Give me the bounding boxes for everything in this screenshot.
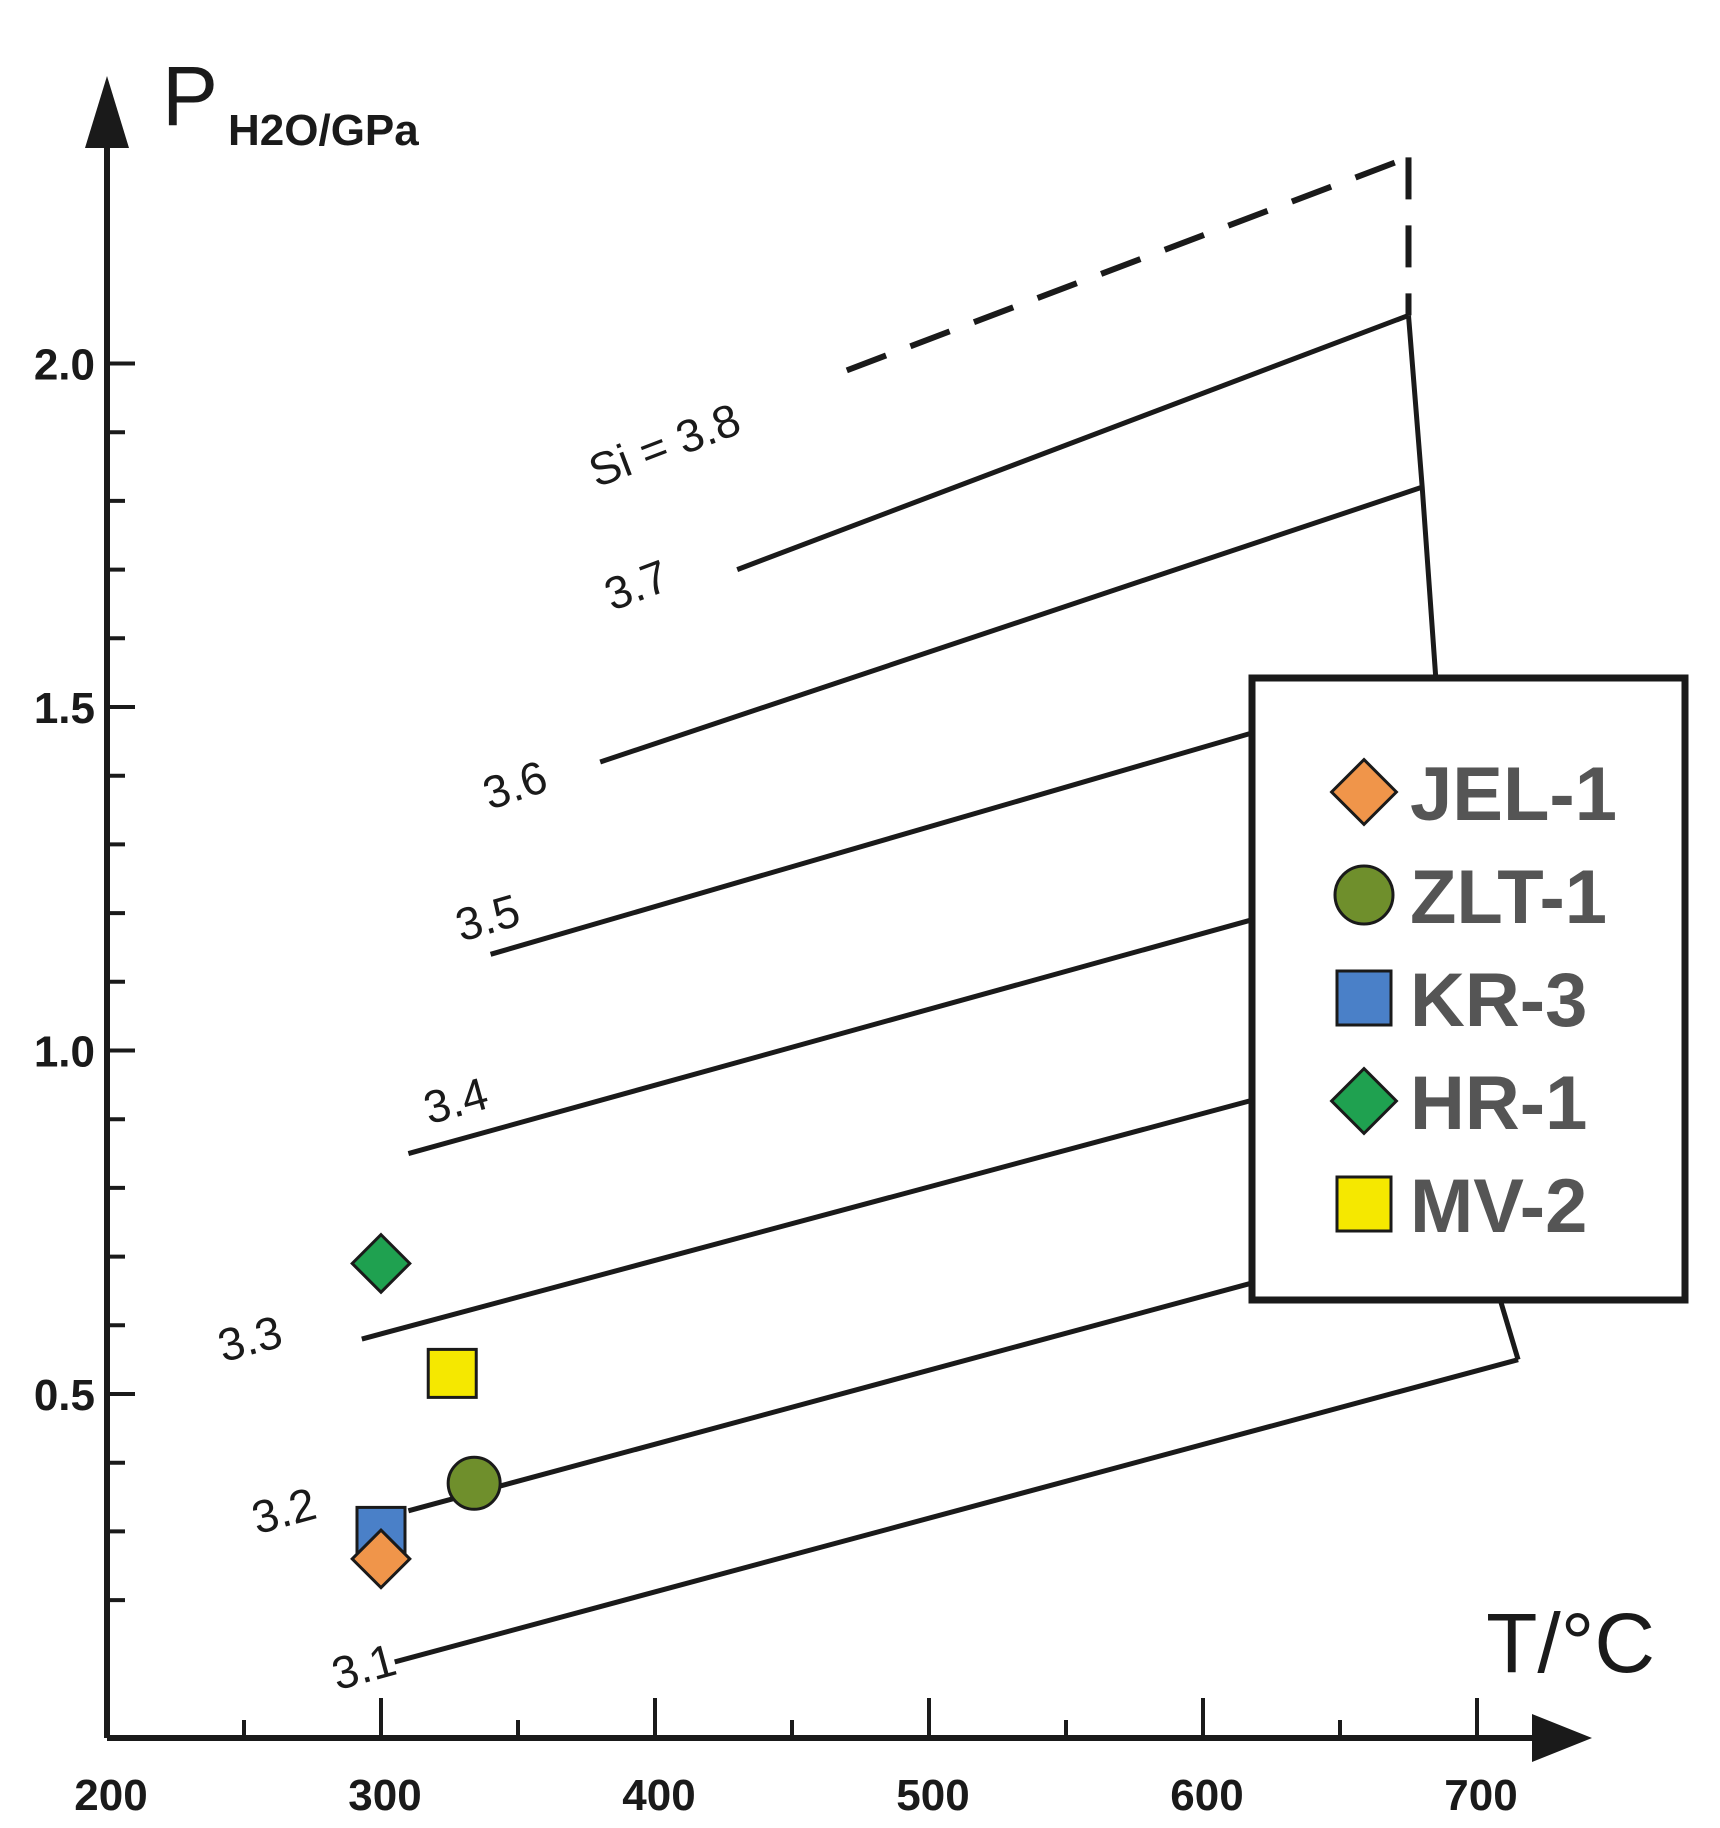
x-tick-label: 600 bbox=[1170, 1771, 1243, 1820]
legend-label-hr-1: HR-1 bbox=[1410, 1061, 1587, 1146]
y-axis-title-subscript: H2O/GPa bbox=[228, 106, 419, 155]
y-tick-label: 2.0 bbox=[34, 341, 95, 390]
isopleth-line bbox=[599, 484, 1423, 765]
data-point-zlt-1 bbox=[446, 1455, 502, 1511]
legend-marker-kr-3 bbox=[1335, 969, 1393, 1027]
legend: JEL-1 ZLT-1 KR-3 HR-1 MV-2 bbox=[1248, 674, 1689, 1304]
legend-marker-jel-1 bbox=[1329, 757, 1399, 827]
y-tick-label: 1.0 bbox=[34, 1028, 95, 1077]
isopleth-label: 3.6 bbox=[476, 750, 553, 820]
isopleth-line bbox=[394, 1357, 1519, 1665]
x-axis-arrow bbox=[1532, 1714, 1592, 1762]
legend-label-kr-3: KR-3 bbox=[1410, 958, 1587, 1043]
isopleth-label: 3.3 bbox=[212, 1305, 287, 1372]
legend-label-mv-2: MV-2 bbox=[1410, 1164, 1587, 1249]
x-tick-label: 300 bbox=[348, 1771, 421, 1820]
isopleth-label: Si = 3.8 bbox=[582, 393, 747, 497]
y-tick-label: 0.5 bbox=[34, 1371, 95, 1420]
x-tick-label: 700 bbox=[1444, 1771, 1517, 1820]
x-tick-label: 400 bbox=[622, 1771, 695, 1820]
legend-marker-zlt-1 bbox=[1333, 864, 1395, 926]
isopleth-label: 3.5 bbox=[450, 884, 526, 952]
isopleth-label: 3.7 bbox=[597, 549, 675, 620]
data-points bbox=[350, 1232, 502, 1590]
axes: 200 300 400 500 600 700 0.5 1.0 1.5 2.0 T/°C P H2O/G… bbox=[34, 49, 1655, 1820]
legend-label-jel-1: JEL-1 bbox=[1410, 752, 1617, 837]
legend-label-zlt-1: ZLT-1 bbox=[1410, 855, 1607, 940]
y-axis-arrow bbox=[85, 76, 129, 148]
x-tick-label: 500 bbox=[896, 1771, 969, 1820]
y-axis-title: P bbox=[162, 49, 218, 143]
legend-box bbox=[1248, 674, 1689, 1304]
legend-marker-mv-2 bbox=[1335, 1175, 1393, 1233]
data-point-jel-1 bbox=[350, 1527, 412, 1590]
data-point-mv-2 bbox=[426, 1347, 478, 1399]
isopleth-line bbox=[736, 313, 1410, 572]
isopleth-line bbox=[845, 154, 1410, 374]
legend-marker-hr-1 bbox=[1329, 1066, 1399, 1136]
y-tick-label: 1.5 bbox=[34, 684, 95, 733]
data-point-hr-1 bbox=[350, 1232, 412, 1295]
isopleth-label: 3.2 bbox=[246, 1477, 321, 1544]
isopleth-label: 3.1 bbox=[326, 1633, 401, 1700]
x-axis-title: T/°C bbox=[1486, 1596, 1655, 1690]
x-tick-label: 200 bbox=[74, 1771, 147, 1820]
isopleth-label: 3.4 bbox=[418, 1067, 494, 1134]
